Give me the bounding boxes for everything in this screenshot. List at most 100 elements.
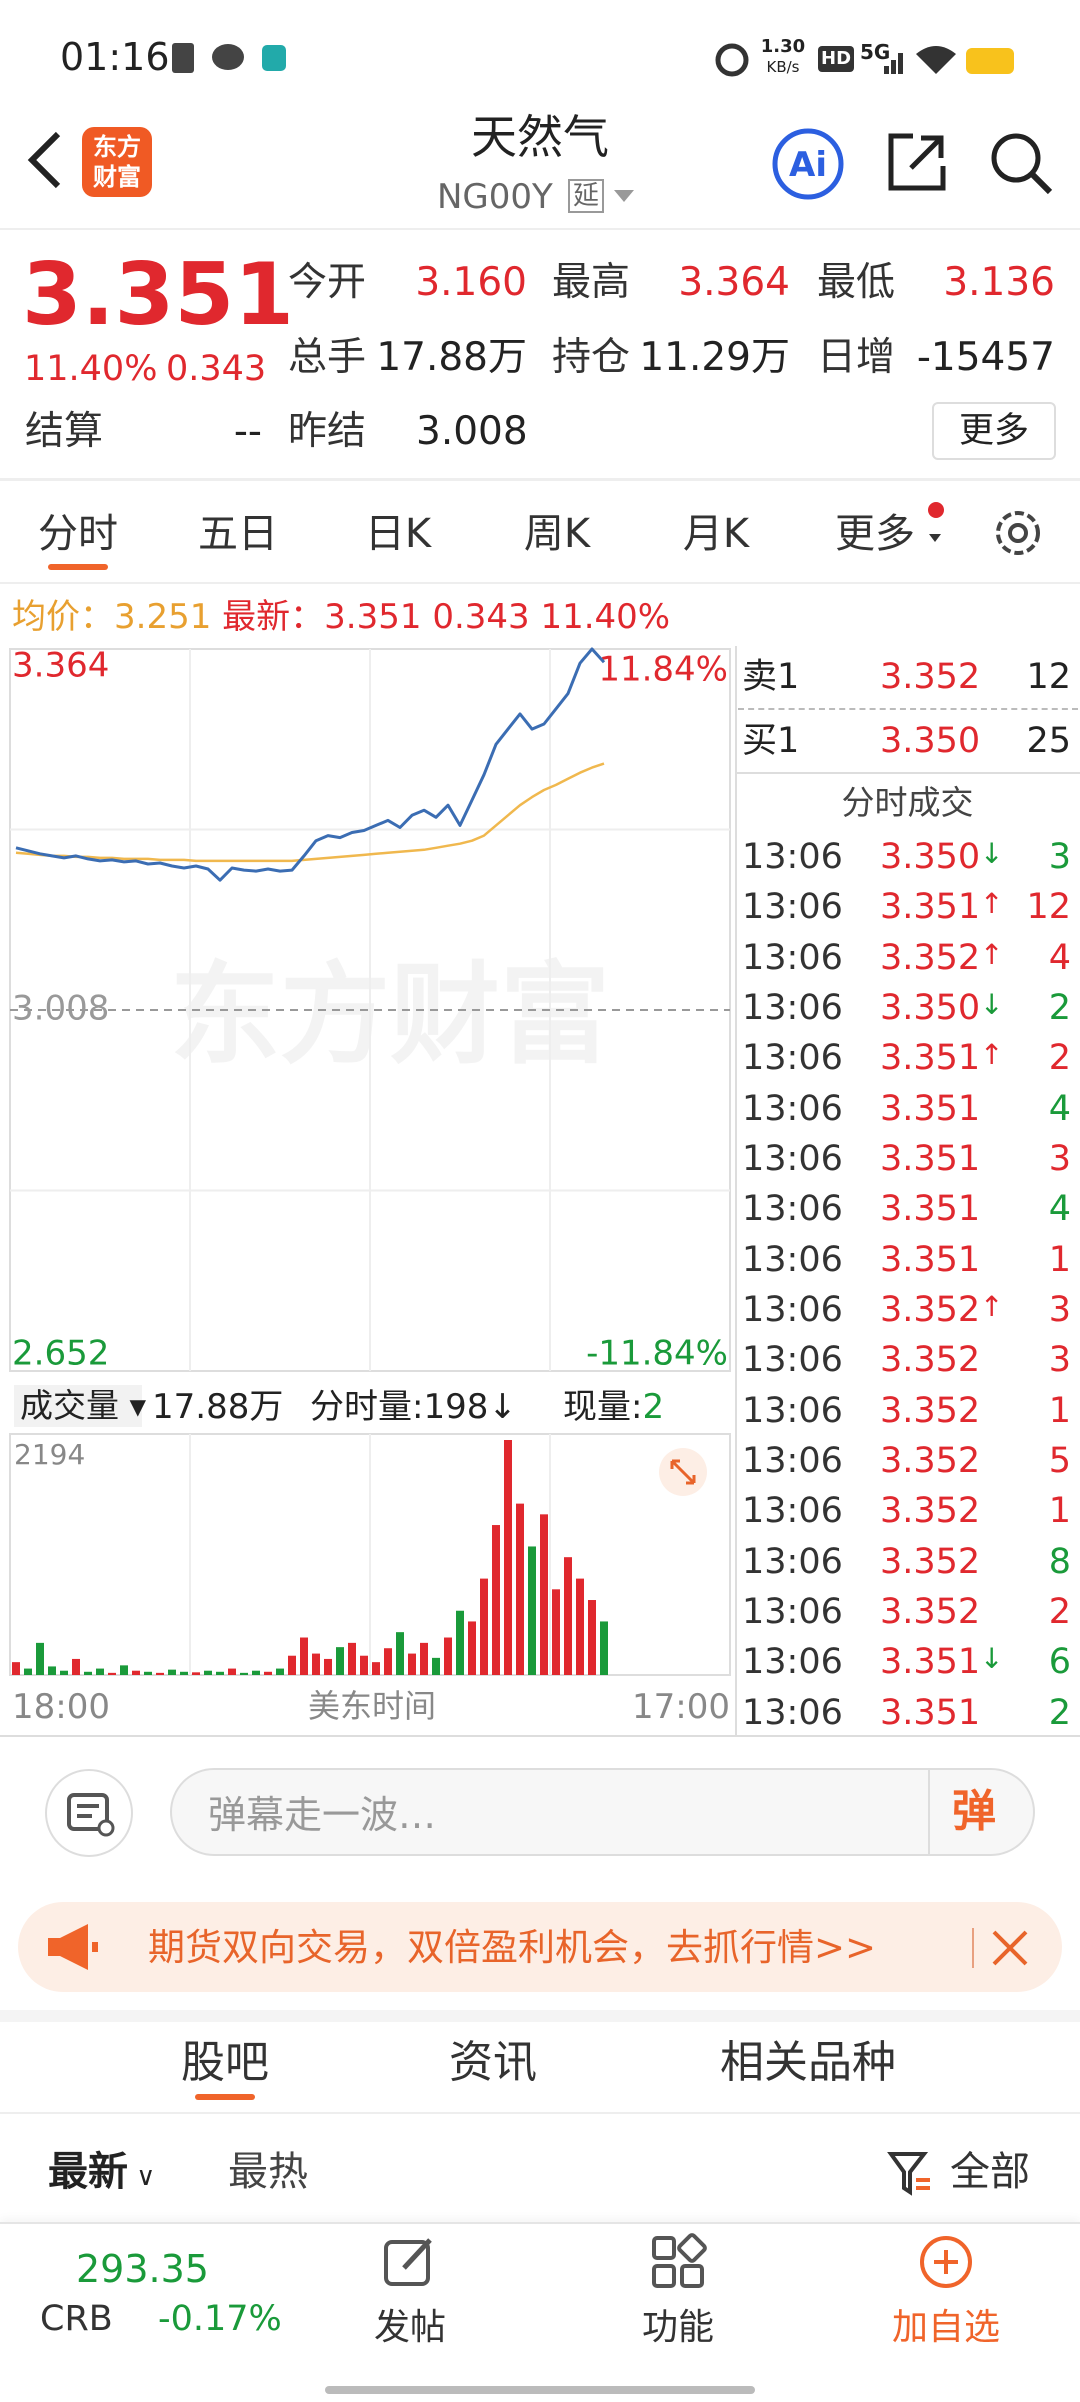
- alarm-icon: [715, 43, 749, 77]
- ask-row: 卖1 3.352 12: [740, 660, 1075, 710]
- x-axis-end: 17:00: [632, 1687, 730, 1727]
- volume-bar: [552, 1589, 560, 1675]
- trade-price: 3.351: [880, 1692, 981, 1733]
- sort-latest[interactable]: 最新 ∨: [48, 2149, 156, 2195]
- current-volume-value: 2: [642, 1387, 665, 1427]
- stat-label: 持仓: [552, 335, 631, 380]
- volume-bar: [468, 1621, 476, 1675]
- period-tab[interactable]: 五日: [198, 511, 278, 557]
- sort-latest-label: 最新: [48, 2149, 128, 2195]
- danmaku-button[interactable]: 弹: [952, 1786, 996, 1837]
- volume-bar: [24, 1668, 32, 1675]
- current-volume: 现量:2: [563, 1390, 664, 1424]
- divider: [0, 2112, 1080, 2114]
- stat-label: 今开: [288, 260, 367, 305]
- volume-bar: [240, 1672, 248, 1675]
- volume-bar: [288, 1655, 296, 1675]
- tick-volume-arrow: ↓: [488, 1387, 517, 1427]
- trade-price: 3.351: [880, 1138, 981, 1179]
- trade-volume: 1: [1048, 1390, 1071, 1431]
- trade-volume: 3: [1048, 1138, 1071, 1179]
- trade-price: 3.352: [880, 1591, 981, 1632]
- volume-selector[interactable]: 成交量 ▾: [14, 1385, 146, 1427]
- trade-volume: 5: [1048, 1440, 1071, 1481]
- section-tab[interactable]: 股吧: [181, 2037, 269, 2088]
- trade-row: 13:06 3.351 ↑ 12: [740, 890, 1075, 940]
- period-tab[interactable]: 分时: [38, 511, 118, 557]
- divider: [0, 478, 1080, 481]
- trade-time: 13:06: [742, 1692, 843, 1733]
- more-button[interactable]: 更多: [932, 402, 1056, 460]
- stat-label: 日增: [817, 335, 896, 380]
- ask-volume: 12: [1026, 657, 1071, 697]
- nav-item[interactable]: 发帖: [373, 2307, 446, 2348]
- code-dropdown[interactable]: [612, 188, 636, 204]
- trade-price: 3.352: [880, 1390, 981, 1431]
- filter-all[interactable]: 全部: [950, 2149, 1030, 2195]
- latest-price: 3.351: [324, 597, 422, 637]
- latest-label: 最新：: [222, 597, 325, 637]
- section-tab[interactable]: 资讯: [449, 2037, 537, 2088]
- period-tab[interactable]: 日K: [364, 511, 432, 557]
- volume-bar: [420, 1642, 428, 1675]
- close-banner[interactable]: [990, 1928, 1030, 1968]
- volume-bar: [480, 1578, 488, 1675]
- status-time: 01:16: [60, 35, 170, 79]
- section-tab[interactable]: 相关品种: [720, 2037, 896, 2088]
- volume-bar: [72, 1658, 80, 1675]
- trade-time: 13:06: [742, 1491, 843, 1532]
- index-value[interactable]: 293.35: [76, 2247, 209, 2291]
- volume-bar: [204, 1670, 212, 1675]
- back-button[interactable]: [20, 130, 70, 190]
- trade-arrow: ↓: [980, 987, 1004, 1021]
- trade-arrow: ↓: [980, 837, 1004, 870]
- stat-value: --: [233, 409, 262, 454]
- stat-label: 最高: [552, 260, 631, 305]
- trade-price: 3.351: [880, 1642, 981, 1683]
- x-axis-zone: 美东时间: [307, 1687, 436, 1725]
- promo-banner[interactable]: [18, 1902, 1062, 1992]
- share-button[interactable]: [885, 130, 949, 194]
- trade-row: 13:06 3.351 3: [740, 1138, 1075, 1192]
- ai-button[interactable]: Ai: [770, 126, 846, 202]
- volume-bar: [540, 1514, 548, 1675]
- function-icon: [652, 2233, 707, 2288]
- volume-bar: [396, 1632, 404, 1675]
- expand-button[interactable]: [659, 1448, 707, 1496]
- volume-bar: [36, 1642, 44, 1675]
- stat-label: 总手: [288, 335, 367, 380]
- change: 0.343: [166, 349, 267, 389]
- trade-arrow: ↑: [980, 937, 1004, 971]
- post-icon: [384, 2238, 432, 2286]
- promo-text: 期货双向交易，双倍盈利机会，去抓行情>>: [148, 1926, 877, 1969]
- volume-bar: [228, 1668, 236, 1675]
- stat-value: 3.160: [415, 260, 527, 305]
- period-tab[interactable]: 月K: [682, 511, 750, 557]
- nav-item[interactable]: 功能: [641, 2307, 714, 2348]
- avg-label: 均价：: [12, 597, 114, 637]
- trade-time: 13:06: [742, 1340, 843, 1381]
- trade-volume: 2: [1048, 1591, 1071, 1632]
- trade-price: 3.350: [880, 987, 981, 1028]
- comment-input[interactable]: [170, 1768, 1035, 1856]
- bid-row: 买1 3.350 25: [740, 724, 1075, 774]
- net-speed: 1.30: [760, 36, 806, 57]
- period-tab[interactable]: 更多: [835, 511, 915, 557]
- nav-item[interactable]: 加自选: [891, 2307, 1000, 2348]
- trade-time: 13:06: [742, 937, 843, 978]
- trade-row: 13:06 3.350 ↓ 2: [740, 987, 1075, 1041]
- stat-value: 3.364: [678, 260, 790, 305]
- period-tab[interactable]: 周K: [523, 511, 591, 557]
- search-button[interactable]: [988, 130, 1054, 196]
- price-line: [15, 647, 606, 882]
- volume-bar: [132, 1670, 140, 1675]
- trade-arrow: ↑: [980, 887, 1004, 921]
- settings-button[interactable]: [990, 505, 1046, 561]
- stat-label: 最低: [817, 260, 896, 305]
- logo-text: 财富: [93, 163, 141, 191]
- sort-hot[interactable]: 最热: [228, 2149, 308, 2195]
- ask-price: 3.352: [880, 657, 981, 697]
- volume-bar: [120, 1665, 128, 1675]
- danmaku-toggle[interactable]: [44, 1768, 134, 1858]
- volume-bar: [576, 1578, 584, 1675]
